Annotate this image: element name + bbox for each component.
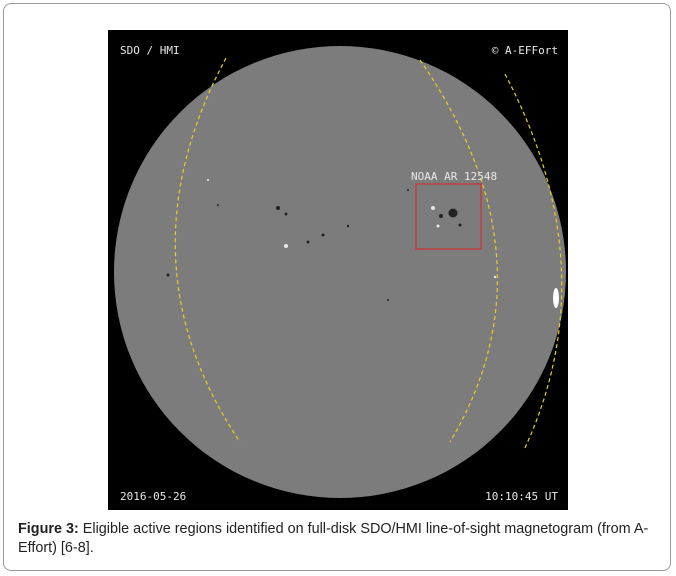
credit-label: © A-EFFort bbox=[492, 44, 558, 57]
figure-caption: Figure 3: Eligible active regions identi… bbox=[18, 520, 658, 558]
region-box bbox=[415, 183, 482, 250]
caption-text: Eligible active regions identified on fu… bbox=[18, 521, 649, 556]
caption-label: Figure 3: bbox=[18, 521, 79, 537]
figure-frame bbox=[3, 3, 671, 571]
magnetogram-image: NOAA AR 12548 SDO / HMI © A-EFFort 2016-… bbox=[108, 30, 568, 510]
solar-disk bbox=[114, 46, 566, 498]
magnetic-features bbox=[166, 189, 462, 301]
date-label: 2016-05-26 bbox=[120, 490, 186, 503]
positive-features bbox=[207, 179, 559, 308]
time-label: 10:10:45 UT bbox=[485, 490, 558, 503]
instrument-label: SDO / HMI bbox=[120, 44, 180, 57]
limb-arcs bbox=[174, 57, 563, 451]
region-label: NOAA AR 12548 bbox=[411, 170, 497, 183]
